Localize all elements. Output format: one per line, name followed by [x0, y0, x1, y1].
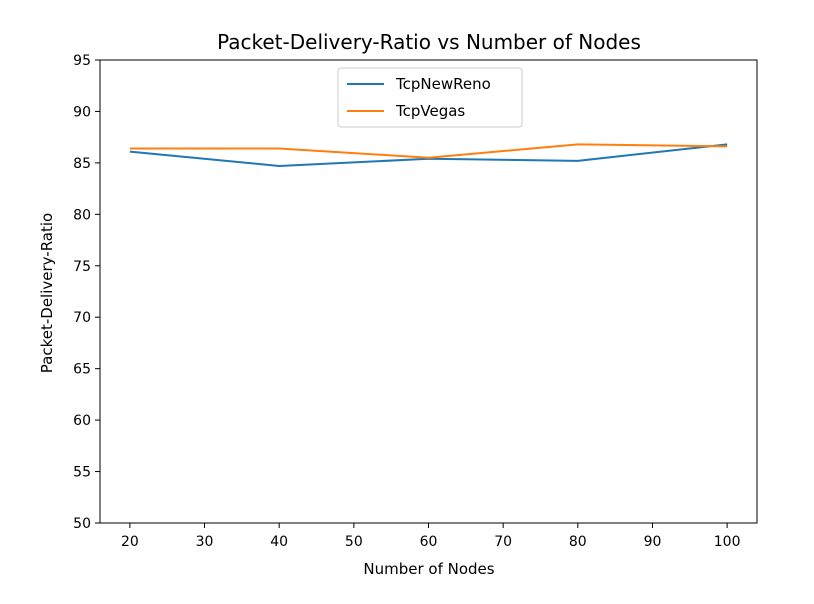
ticks-layer: 20 30 40 50 60 70 80 90 100 50 55 60 65 70 75 80 85 90 95	[73, 53, 740, 550]
y-tick-label: 90	[73, 104, 91, 120]
x-tick-label: 80	[569, 534, 587, 550]
y-tick-label: 70	[73, 310, 91, 326]
x-tick-label: 70	[494, 534, 512, 550]
y-tick-label: 65	[73, 362, 91, 378]
series-layer	[129, 143, 728, 167]
y-axis-label: Packet-Delivery-Ratio	[38, 213, 56, 373]
y-tick-label: 85	[73, 156, 91, 172]
y-tick-label: 80	[73, 207, 91, 223]
x-tick-label: 100	[714, 534, 741, 550]
x-axis-label: Number of Nodes	[363, 560, 494, 578]
x-tick-label: 20	[121, 534, 139, 550]
series-line-tcpvegas	[129, 143, 728, 159]
x-tick-label: 60	[420, 534, 438, 550]
legend: TcpNewReno TcpVegas	[337, 67, 523, 128]
y-tick-label: 60	[73, 413, 91, 429]
y-tick-label: 75	[73, 259, 91, 275]
x-tick-label: 90	[644, 534, 662, 550]
y-tick-label: 95	[73, 53, 91, 69]
y-tick-label: 50	[73, 516, 91, 532]
legend-label: TcpVegas	[395, 102, 465, 120]
series-line-tcpnewreno	[129, 143, 728, 167]
x-tick-label: 40	[270, 534, 288, 550]
legend-label: TcpNewReno	[395, 75, 491, 93]
legend-box	[337, 67, 523, 128]
plot-frame	[99, 59, 758, 524]
chart-title: Packet-Delivery-Ratio vs Number of Nodes	[217, 30, 641, 54]
x-tick-label: 50	[345, 534, 363, 550]
y-tick-label: 55	[73, 465, 91, 481]
x-tick-label: 30	[196, 534, 214, 550]
